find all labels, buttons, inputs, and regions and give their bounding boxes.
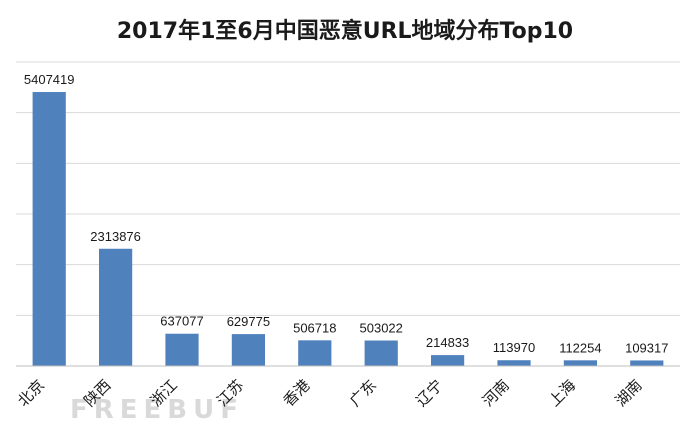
category-label-8: 河南 (479, 376, 513, 410)
category-label-5: 香港 (280, 376, 314, 410)
value-label-9: 112254 (559, 340, 601, 355)
value-label-4: 629775 (227, 314, 270, 329)
bar-9 (563, 360, 597, 366)
value-label-2: 2313876 (90, 229, 141, 244)
category-label-6: 广东 (346, 376, 380, 410)
bar-8 (497, 360, 531, 366)
bar-2 (99, 248, 133, 366)
chart-title: 2017年1至6月中国恶意URL地域分布Top10 (117, 18, 573, 44)
value-labels: 5407419 2313876 637077 629775 506718 503022 21… (24, 72, 669, 355)
value-label-8: 113970 (493, 340, 535, 355)
bar-3 (165, 333, 199, 366)
value-label-3: 637077 (160, 314, 203, 329)
bar-7 (431, 355, 465, 366)
category-label-7: 辽宁 (412, 376, 446, 410)
bar-10 (630, 360, 664, 366)
value-label-7: 214833 (426, 335, 469, 350)
bars (32, 92, 664, 366)
bar-6 (364, 340, 398, 366)
category-label-1: 北京 (14, 376, 48, 410)
value-label-10: 109317 (625, 340, 668, 355)
watermark: FREEBUF (70, 395, 244, 425)
category-label-9: 上海 (545, 376, 579, 410)
value-label-6: 503022 (360, 321, 403, 336)
bar-5 (298, 340, 332, 366)
bar-1 (32, 92, 66, 366)
category-label-10: 湖南 (612, 376, 646, 410)
value-label-5: 506718 (293, 320, 336, 335)
value-label-1: 5407419 (24, 72, 75, 87)
bar-4 (231, 334, 265, 366)
